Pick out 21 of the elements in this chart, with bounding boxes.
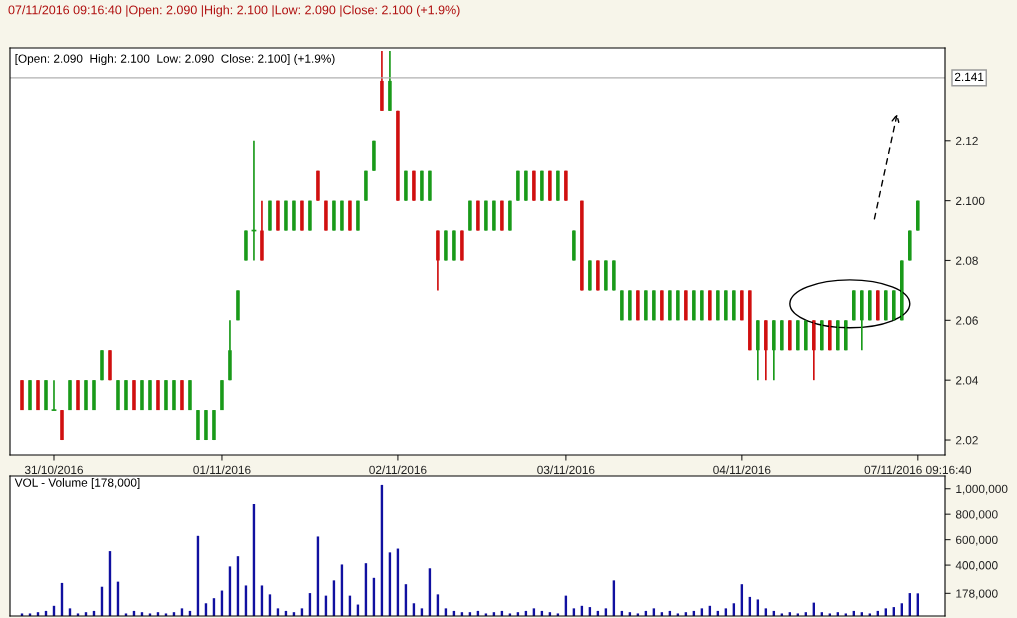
- x-tick-label: 04/11/2016: [713, 465, 771, 475]
- chart-subtitle: [Open: 2.090 High: 2.100 Low: 2.090 Close: 2.100] (+1.9%): [15, 54, 335, 66]
- x-tick-label: 07/11/2016 09:16:40: [864, 465, 972, 475]
- y-tick-label: 2.12: [956, 136, 978, 146]
- y-tick-label: 2.06: [956, 316, 978, 325]
- y-tick-label: 178,000: [956, 589, 998, 600]
- chart-title: 07/11/2016 09:16:40 |Open: 2.090 |High: 2.100 |Low: 2.090 |Close: 2.100 (+1.9%): [8, 5, 460, 17]
- x-tick-label: 03/11/2016: [537, 465, 595, 475]
- x-tick-label: 01/11/2016: [193, 465, 251, 475]
- x-tick-label: 31/10/2016: [24, 465, 84, 475]
- y-tick-label: 2.02: [956, 436, 978, 445]
- y-tick-label: 400,000: [955, 561, 998, 571]
- y-tick-label: 1,000,000: [956, 484, 1008, 495]
- y-tick-label: 2.04: [956, 376, 979, 385]
- y-tick-label: 600,000: [956, 535, 998, 546]
- x-tick-label: 02/11/2016: [369, 465, 427, 475]
- y-tick-label: 2.100: [956, 196, 985, 206]
- chart-title: VOL - Volume [178,000]: [14, 478, 140, 490]
- y-tick-label: 2.08: [956, 256, 978, 265]
- y-tick-label: 800,000: [955, 510, 998, 520]
- ref-line-label: 2.141: [954, 72, 984, 81]
